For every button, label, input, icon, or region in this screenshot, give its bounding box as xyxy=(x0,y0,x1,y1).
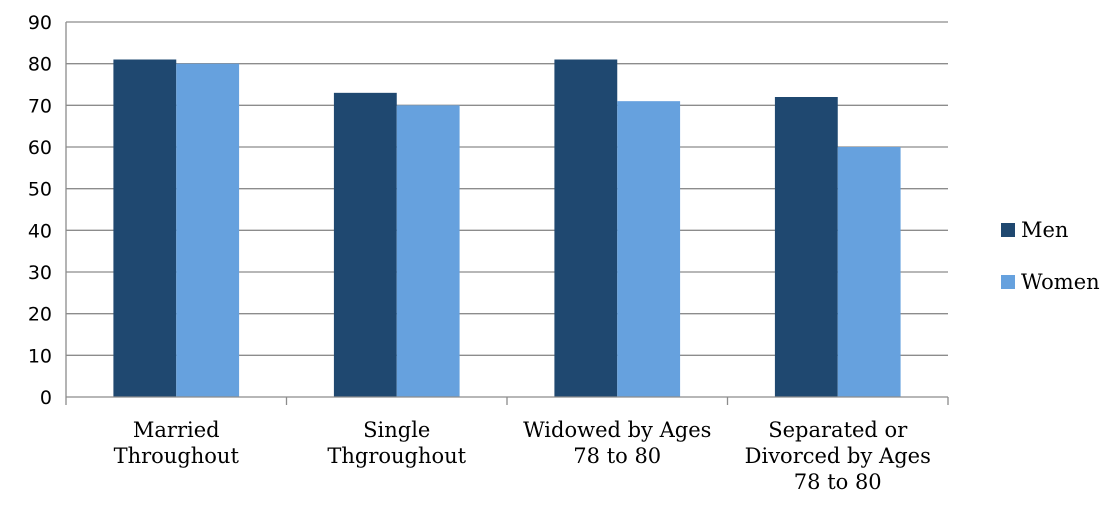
bar-women-1 xyxy=(176,63,240,398)
y-tick-label: 10 xyxy=(28,345,52,367)
x-category-label: Single xyxy=(363,418,430,442)
x-category-label: Married xyxy=(133,418,220,442)
x-category-label: Widowed by Ages xyxy=(523,418,711,442)
x-category-label: Divorced by Ages xyxy=(745,444,931,468)
bar-women-4 xyxy=(837,147,901,397)
y-tick-label: 70 xyxy=(28,95,52,117)
y-tick-label: 0 xyxy=(40,387,52,409)
legend-swatch-women xyxy=(1001,275,1015,289)
legend-label-men: Men xyxy=(1021,218,1068,242)
bar-men-3 xyxy=(554,59,618,397)
bar-women-2 xyxy=(396,105,460,397)
x-category-label: Separated or xyxy=(768,418,908,442)
bar-women-3 xyxy=(617,101,681,398)
legend-label-women: Women xyxy=(1021,270,1100,294)
y-tick-label: 40 xyxy=(28,220,52,242)
bar-men-2 xyxy=(333,92,397,397)
axes xyxy=(65,22,949,405)
x-category-label: 78 to 80 xyxy=(573,444,661,468)
x-category-label: 78 to 80 xyxy=(794,470,882,494)
bar-men-4 xyxy=(774,97,838,397)
legend-swatch-men xyxy=(1001,223,1015,237)
bars xyxy=(113,59,901,398)
y-tick-label: 20 xyxy=(28,304,52,326)
y-tick-label: 30 xyxy=(28,262,52,284)
y-tick-label: 50 xyxy=(28,179,52,201)
legend: Men Women xyxy=(1001,218,1100,294)
y-tick-label: 90 xyxy=(28,12,52,34)
x-category-label: Throughout xyxy=(114,444,240,468)
x-category-label: Thgroughout xyxy=(327,444,466,468)
bar-men-1 xyxy=(113,59,177,397)
y-tick-label: 80 xyxy=(28,54,52,76)
y-tick-labels: 0 10 20 30 40 50 60 70 80 90 xyxy=(28,12,52,409)
y-tick-label: 60 xyxy=(28,137,52,159)
